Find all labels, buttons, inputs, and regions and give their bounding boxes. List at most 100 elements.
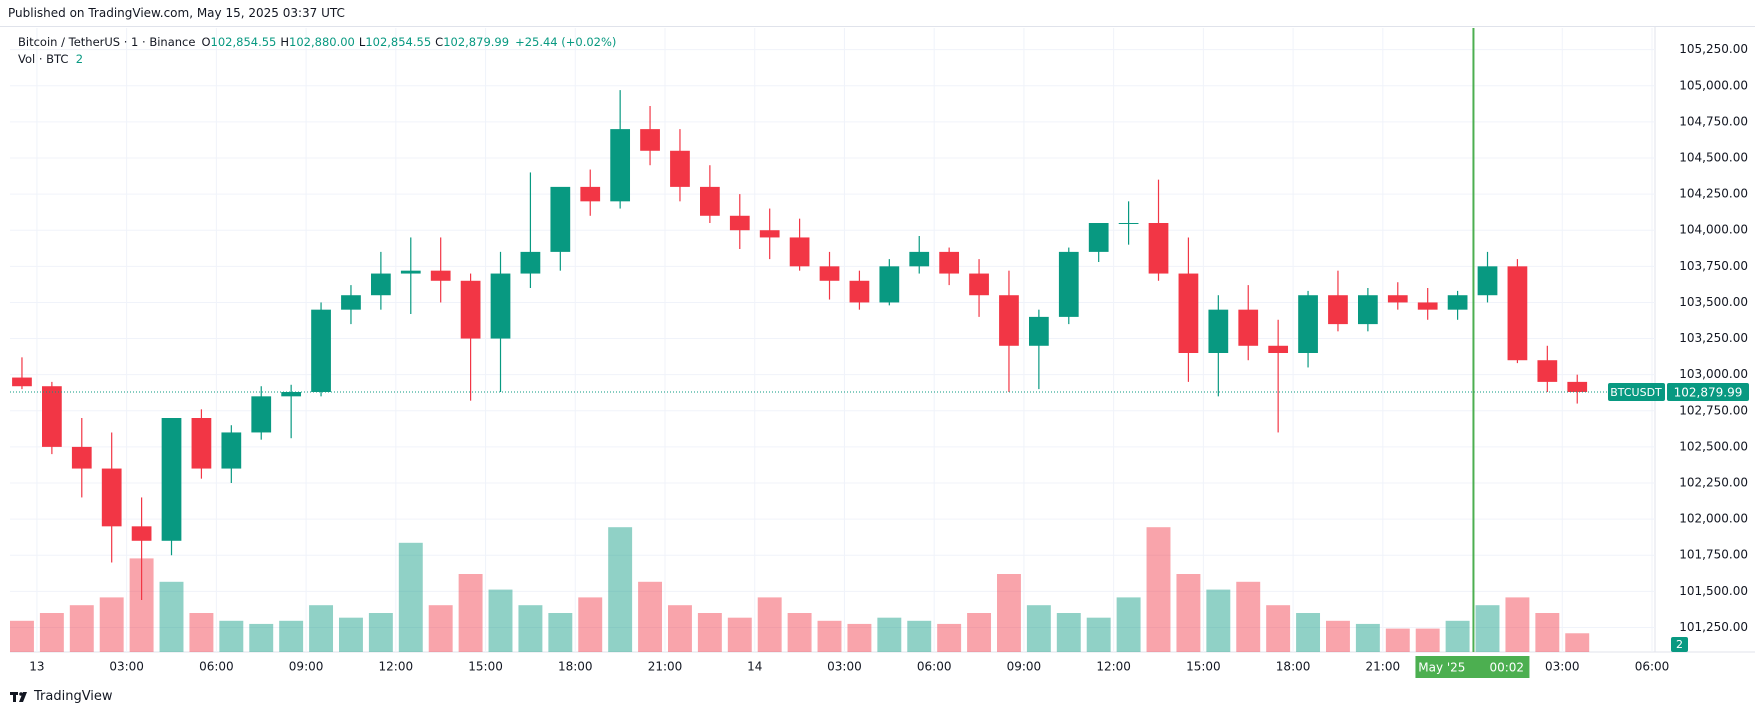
y-tick-label: 101,250.00 <box>1679 620 1748 634</box>
x-tick-label: 03:00 <box>109 660 144 674</box>
x-tick-label: 21:00 <box>1366 660 1401 674</box>
y-tick-label: 102,000.00 <box>1679 512 1748 526</box>
x-tick-label: 12:00 <box>1096 660 1131 674</box>
candle-body <box>101 468 122 527</box>
symbol-tag <box>1608 383 1665 402</box>
candle-body <box>490 273 511 339</box>
candle-body <box>610 129 631 202</box>
volume-bar <box>129 558 154 652</box>
ohlc-key: C <box>435 35 444 49</box>
candle-body <box>281 392 302 397</box>
y-tick-label: 101,750.00 <box>1679 548 1748 562</box>
x-tick-label: 06:00 <box>917 660 952 674</box>
volume-bar <box>1206 589 1231 652</box>
x-tick-label: 03:00 <box>1545 660 1580 674</box>
candle-body <box>1208 309 1229 353</box>
volume-bar <box>488 589 513 652</box>
candle-body <box>1387 295 1408 303</box>
volume-bar <box>907 620 932 652</box>
volume-bar <box>967 613 992 652</box>
volume-bar <box>279 620 304 652</box>
top-border <box>0 26 1755 27</box>
legend-row: Bitcoin / TetherUS · 1 · Binance O102,854… <box>18 34 616 51</box>
candle-body <box>670 150 690 187</box>
volume-bar <box>727 617 752 652</box>
candle-body <box>311 309 331 392</box>
volume-bar <box>398 542 423 652</box>
candle-body <box>1178 273 1199 353</box>
candle-body <box>759 230 780 238</box>
candle-body <box>1029 316 1049 346</box>
candle-body <box>12 377 32 387</box>
volume-value: 2 <box>75 52 84 66</box>
legend: Bitcoin / TetherUS · 1 · Binance O102,854… <box>18 34 616 68</box>
candle-body <box>1537 360 1558 382</box>
candle-body <box>1358 295 1378 325</box>
candle-body <box>341 295 361 310</box>
y-tick-label: 102,750.00 <box>1679 403 1748 417</box>
candle-body <box>1328 295 1348 325</box>
volume-bar <box>1565 633 1590 652</box>
volume-bar <box>578 597 603 652</box>
candles <box>12 90 1588 600</box>
candle-body <box>939 251 960 274</box>
x-tick-label: 12:00 <box>379 660 414 674</box>
candle-body <box>400 270 421 274</box>
volume-bar <box>1086 617 1111 652</box>
y-tick-label: 104,500.00 <box>1679 151 1748 165</box>
y-tick-label: 102,500.00 <box>1679 439 1748 453</box>
volume-bar <box>668 605 692 652</box>
candle-body <box>1238 309 1259 346</box>
ohlc-value: 102,879.99 <box>443 35 510 49</box>
volume-bar <box>1415 628 1440 652</box>
price-tag <box>1667 383 1749 402</box>
y-tick-label: 104,750.00 <box>1679 114 1748 128</box>
volume-bar <box>219 620 244 652</box>
y-tick-label: 105,000.00 <box>1679 78 1748 92</box>
volume-bar <box>428 605 453 652</box>
candle-body <box>371 273 391 296</box>
candle-body <box>42 386 62 447</box>
candle-body <box>550 186 571 252</box>
volume-title: Vol · BTC <box>18 52 69 66</box>
volume-bar <box>997 574 1021 652</box>
grid <box>10 28 1655 652</box>
y-tick-label: 103,250.00 <box>1679 331 1748 345</box>
volume-bar <box>189 613 214 652</box>
candle-body <box>520 251 541 274</box>
x-tick-label: 09:00 <box>289 660 324 674</box>
candle-body <box>251 396 272 433</box>
candle-body <box>1447 295 1468 310</box>
candle-body <box>1088 223 1109 252</box>
candle-body <box>1567 381 1588 393</box>
candle-body <box>430 270 451 281</box>
volume-bar <box>608 527 633 652</box>
volume-bar <box>937 623 962 652</box>
ohlc-key: O <box>201 35 211 49</box>
volume-bar <box>1146 527 1171 652</box>
y-tick-label: 103,000.00 <box>1679 367 1748 381</box>
volume-bar <box>1326 620 1350 652</box>
volume-bar <box>847 623 872 652</box>
volume-bar <box>99 597 124 652</box>
change: +25.44 (+0.02%) <box>515 35 617 49</box>
candle-body <box>789 237 810 267</box>
candle-body <box>1477 266 1498 296</box>
candle-body <box>1118 223 1139 224</box>
candle-body <box>640 129 660 151</box>
crosshair-time: 00:02 <box>1489 661 1524 675</box>
crosshair-tag <box>1415 656 1530 678</box>
ohlc-key: L <box>358 35 366 49</box>
volume-bar <box>877 617 902 652</box>
volume-bars <box>10 527 1590 652</box>
volume-bar <box>1385 628 1410 652</box>
volume-bar <box>1056 613 1081 652</box>
tv-logo <box>10 692 27 702</box>
y-tick-label: 105,250.00 <box>1679 42 1748 56</box>
x-tick-label: 09:00 <box>1007 660 1042 674</box>
volume-bar <box>1176 574 1201 652</box>
symbol-tag-text: BTCUSDT <box>1610 386 1662 399</box>
candle-body <box>879 266 900 303</box>
